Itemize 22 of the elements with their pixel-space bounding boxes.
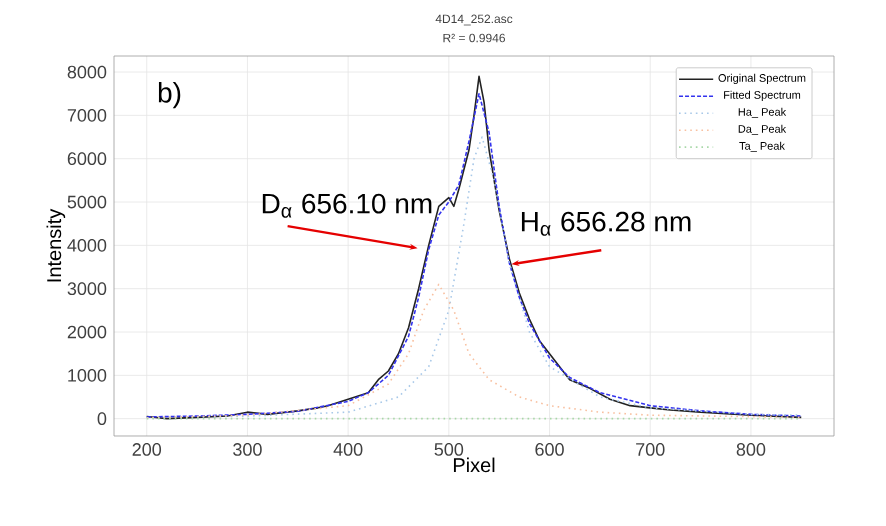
annotation: D$_{α}$ 656.10 nm [262, 193, 432, 218]
y-tick-label: 6000 [67, 152, 107, 166]
y-tick-label: 2000 [67, 325, 107, 339]
y-tick-label: 5000 [67, 195, 107, 209]
y-tick-label: 7000 [67, 108, 107, 122]
x-tick-label: 200 [132, 443, 162, 456]
y-tick-label: 4000 [67, 238, 107, 252]
y-axis-title: Intensity [46, 208, 66, 282]
x-tick-label: 600 [535, 443, 564, 456]
line-series [145, 283, 803, 419]
annotation: H$_{α}$ 656.28 nm [521, 211, 691, 236]
x-tick-label: 400 [333, 443, 363, 456]
y-tick-label: 0 [97, 412, 107, 426]
y-tick-label: 1000 [68, 368, 107, 382]
x-tick-label: 300 [233, 443, 262, 456]
y-tick-label: 3000 [67, 282, 107, 296]
x-axis-title: Pixel [453, 457, 495, 473]
x-tick-label: 500 [434, 443, 464, 456]
y-tick-label: 8000 [67, 65, 107, 79]
x-tick-label: 700 [636, 443, 665, 456]
x-tick-label: 800 [736, 443, 766, 456]
annotation: b) [158, 82, 181, 109]
